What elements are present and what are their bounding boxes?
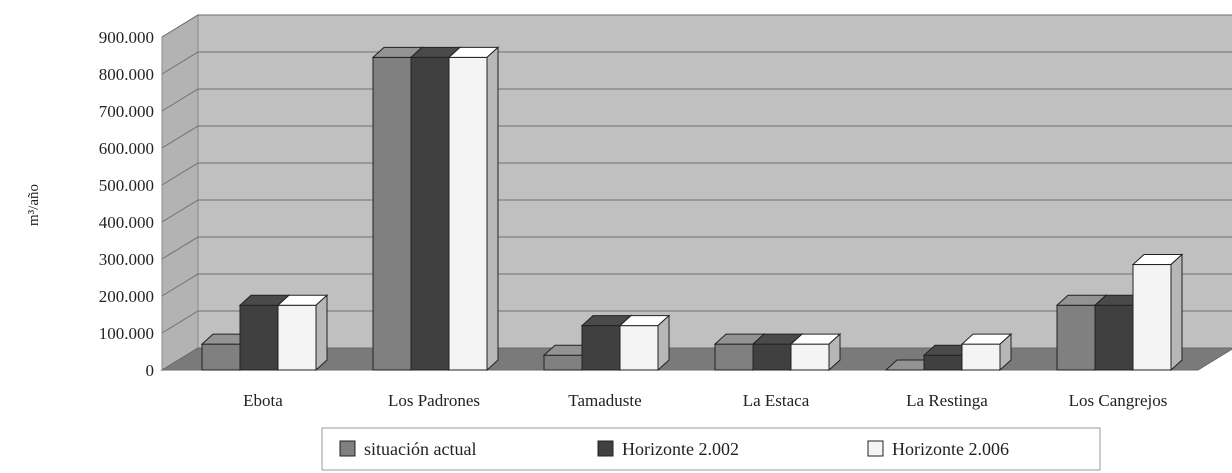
x-category-label: La Estaca <box>743 391 810 410</box>
y-tick-label: 800.000 <box>99 65 154 84</box>
bar <box>1056 304 1096 371</box>
bar-side <box>657 314 670 372</box>
gridline <box>161 14 1232 38</box>
x-category-label: Los Cangrejos <box>1069 391 1168 410</box>
bars <box>200 46 1184 372</box>
bar <box>1132 264 1172 371</box>
bar <box>1094 304 1134 371</box>
gridline <box>161 51 1232 75</box>
bar <box>581 325 621 371</box>
bar <box>372 56 412 371</box>
legend-swatch <box>339 440 356 457</box>
bar <box>410 56 450 371</box>
y-tick-label: 600.000 <box>99 139 154 158</box>
y-axis-ticks: 0 100.000 200.000 300.000 400.000 500.000 600.… <box>99 28 154 380</box>
bar <box>619 325 659 371</box>
bar <box>239 304 279 371</box>
side-wall <box>161 14 199 371</box>
bar <box>790 343 830 371</box>
bar <box>201 343 241 371</box>
bar <box>448 56 488 371</box>
legend-label: Horizonte 2.002 <box>622 439 739 459</box>
gridlines <box>161 14 1232 334</box>
y-tick-label: 400.000 <box>99 213 154 232</box>
x-category-label: Los Padrones <box>388 391 480 410</box>
gridline <box>161 162 1232 186</box>
bar <box>961 343 1001 371</box>
legend-swatch <box>597 440 614 457</box>
legend-label: Horizonte 2.006 <box>892 439 1009 459</box>
bar <box>277 304 317 371</box>
gridline <box>161 273 1232 297</box>
legend-box <box>321 427 1101 471</box>
bar <box>714 343 754 371</box>
y-tick-label: 500.000 <box>99 176 154 195</box>
gridline <box>161 310 1232 334</box>
legend-swatch <box>867 440 884 457</box>
gridline <box>161 88 1232 112</box>
gridline <box>161 236 1232 260</box>
bar-side <box>315 294 328 372</box>
x-category-label: Ebota <box>243 391 283 410</box>
x-category-label: Tamaduste <box>568 391 641 410</box>
legend: situación actual Horizonte 2.002 Horizonte… <box>321 427 1101 471</box>
gridline <box>161 125 1232 149</box>
y-tick-label: 300.000 <box>99 250 154 269</box>
bar <box>543 354 583 371</box>
y-tick-label: 100.000 <box>99 324 154 343</box>
y-tick-label: 900.000 <box>99 28 154 47</box>
bar-side <box>486 46 499 372</box>
bar-side <box>828 332 841 372</box>
y-tick-label: 200.000 <box>99 287 154 306</box>
y-axis-label: m³/año <box>26 184 42 226</box>
bar-side <box>1170 253 1183 372</box>
bar <box>923 354 963 371</box>
y-tick-label: 0 <box>146 361 155 380</box>
gridline <box>161 199 1232 223</box>
x-axis-categories: Ebota Los Padrones Tamaduste La Estaca La Re… <box>243 391 1167 410</box>
x-category-label: La Restinga <box>906 391 988 410</box>
y-tick-label: 700.000 <box>99 102 154 121</box>
bar <box>752 343 792 371</box>
legend-label: situación actual <box>364 439 476 459</box>
bar-side <box>999 332 1012 372</box>
